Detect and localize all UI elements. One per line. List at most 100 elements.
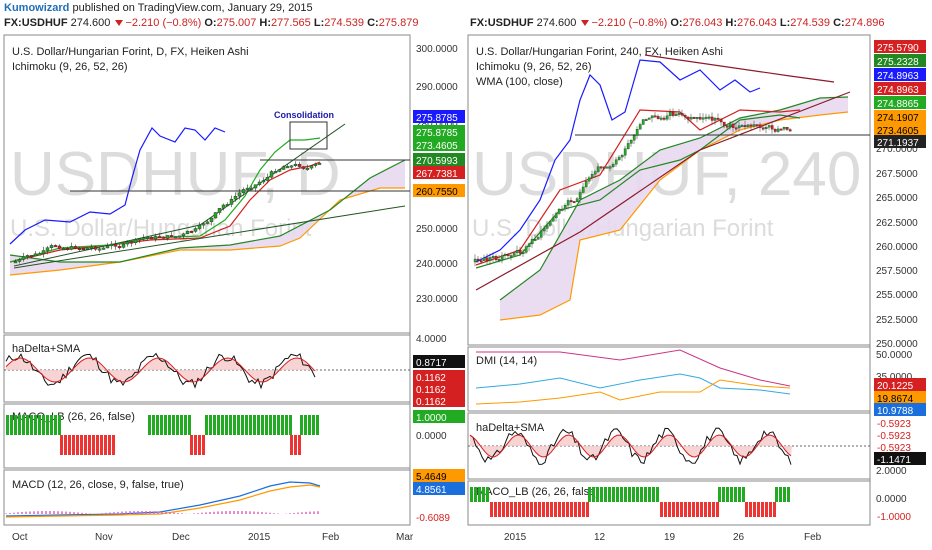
right-candle <box>545 225 549 229</box>
right-dmi-label-bg <box>874 391 926 404</box>
right-maco-bar <box>498 502 501 517</box>
right-candle <box>779 128 783 131</box>
left-candle <box>257 181 262 185</box>
left-maco-bar <box>253 415 256 435</box>
left-maco-bar <box>164 415 167 435</box>
right-hadelta-label-bg <box>874 416 926 429</box>
right-candle <box>527 243 531 247</box>
right-maco-bar <box>546 502 549 517</box>
right-candle <box>536 237 540 240</box>
left-price-tick: 250.0000 <box>416 224 458 235</box>
left-candle <box>185 230 190 234</box>
left-maco-bar <box>304 415 307 435</box>
right-maco-bar <box>530 502 533 517</box>
left-candle <box>313 163 318 166</box>
left-xaxis-label: Mar <box>396 532 414 543</box>
right-maco-bar <box>510 502 513 517</box>
right-candle <box>605 166 609 169</box>
right-candle <box>623 148 627 156</box>
right-maco-bar <box>769 502 772 517</box>
right-candle <box>506 254 510 256</box>
right-candle <box>542 228 546 232</box>
right-candle <box>473 258 477 263</box>
left-senkou-a <box>9 159 406 263</box>
right-price-label: 274.8963 <box>877 85 919 96</box>
right-dmi-name: DMI (14, 14) <box>476 355 537 367</box>
left-maco-bar <box>84 435 87 455</box>
left-maco-bar <box>316 415 319 435</box>
right-maco-bar <box>779 487 782 502</box>
right-candle <box>533 239 537 241</box>
left-tenkan-line <box>9 137 321 263</box>
left-macd-line <box>5 481 321 517</box>
right-candle <box>668 111 672 116</box>
left-maco-bar <box>60 435 63 455</box>
left-price-label-bg <box>413 110 465 123</box>
left-symbol: FX:USDHUF <box>4 17 68 29</box>
left-maco-bar <box>156 415 159 435</box>
right-candle <box>602 166 606 169</box>
right-candle <box>512 252 516 256</box>
right-candle <box>677 113 681 115</box>
left-open: 275.007 <box>216 17 257 29</box>
left-maco-tick: 0.0000 <box>416 431 447 442</box>
right-l-label: L: <box>779 17 791 29</box>
right-price-label-bg <box>874 110 926 123</box>
right-price-label: 275.5790 <box>877 43 919 54</box>
right-maco-bar <box>672 502 675 517</box>
right-hadelta-tick: 2.0000 <box>876 466 907 477</box>
left-consolidation-box <box>289 121 328 150</box>
left-maco-bar <box>148 415 151 435</box>
left-maco-bar <box>225 415 228 435</box>
right-maco-bar <box>582 502 585 517</box>
right-candle <box>662 117 666 120</box>
right-maco-bar <box>749 502 752 517</box>
right-maco-bar <box>620 487 623 502</box>
right-candle <box>776 128 780 132</box>
left-maco-bar <box>6 415 9 435</box>
left-maco-bar <box>277 415 280 435</box>
right-dmi-label-bg <box>874 378 926 391</box>
right-candle <box>539 230 543 238</box>
right-price-label: 274.8963 <box>877 71 919 82</box>
left-hadelta-label: 0.8717 <box>416 358 447 369</box>
author-name[interactable]: Kumowizard <box>4 2 70 14</box>
left-maco-bar <box>50 415 53 435</box>
right-c-label: C: <box>833 17 845 29</box>
right-maco-bar <box>730 487 733 502</box>
left-maco-bar <box>168 415 171 435</box>
left-candle <box>101 247 106 250</box>
left-macd-name: MACD (12, 26, close, 9, false, true) <box>12 479 184 491</box>
right-maco-bar <box>765 502 768 517</box>
right-candle <box>530 239 534 245</box>
right-xaxis-label: Feb <box>804 532 822 543</box>
left-macd-label-bg <box>413 469 465 482</box>
left-candle <box>129 241 134 244</box>
right-candle <box>476 258 480 261</box>
right-maco-bar <box>652 487 655 502</box>
right-xaxis-label: 12 <box>594 532 606 543</box>
right-candle <box>635 129 639 136</box>
right-candle <box>725 125 729 128</box>
right-candle <box>584 181 588 188</box>
right-high: 276.043 <box>737 17 777 29</box>
left-candle <box>77 247 82 250</box>
right-candle <box>704 116 708 119</box>
left-candle <box>273 171 278 174</box>
right-candle <box>689 117 693 120</box>
right-candle <box>617 156 621 160</box>
right-candle <box>644 119 648 122</box>
left-candle <box>173 236 178 239</box>
left-maco-bar <box>281 415 284 435</box>
left-price-tick: 240.0000 <box>416 259 458 270</box>
left-candle <box>249 187 254 190</box>
right-hadelta-label: -0.5923 <box>877 419 911 430</box>
left-candle <box>213 212 218 219</box>
left-maco-bar <box>285 415 288 435</box>
right-candle <box>503 254 507 256</box>
right-maco-bar <box>684 502 687 517</box>
right-maco-bar <box>574 502 577 517</box>
right-maco-bar <box>664 502 667 517</box>
left-candle <box>97 248 102 251</box>
